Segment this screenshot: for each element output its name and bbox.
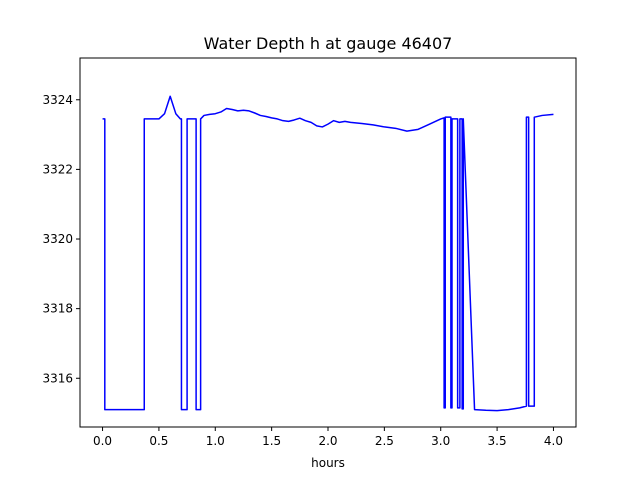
x-tick-label: 1.5 — [262, 434, 281, 448]
series-line-0 — [102, 95, 554, 412]
plot-frame — [79, 57, 577, 428]
y-tick-label: 3320 — [42, 232, 73, 246]
y-tick-label: 3324 — [42, 93, 73, 107]
chart-title: Water Depth h at gauge 46407 — [204, 34, 453, 53]
plot-area — [102, 95, 554, 412]
x-tick-label: 3.5 — [488, 434, 507, 448]
x-tick-label: 0.0 — [93, 434, 112, 448]
x-tick-label: 4.0 — [544, 434, 563, 448]
y-tick-label: 3318 — [42, 302, 73, 316]
x-tick-label: 1.0 — [206, 434, 225, 448]
x-tick-label: 0.5 — [149, 434, 168, 448]
x-tick-label: 2.0 — [318, 434, 337, 448]
y-tick-label: 3322 — [42, 162, 73, 176]
x-tick-label: 2.5 — [375, 434, 394, 448]
axis-ticks: 0.0 0.5 1.0 1.5 2.0 2.5 3.0 3.5 4.0 3316 3318 3320 3… — [42, 93, 563, 448]
y-tick-label: 3316 — [42, 371, 73, 385]
x-axis-label: hours — [311, 456, 345, 470]
x-tick-label: 3.0 — [431, 434, 450, 448]
